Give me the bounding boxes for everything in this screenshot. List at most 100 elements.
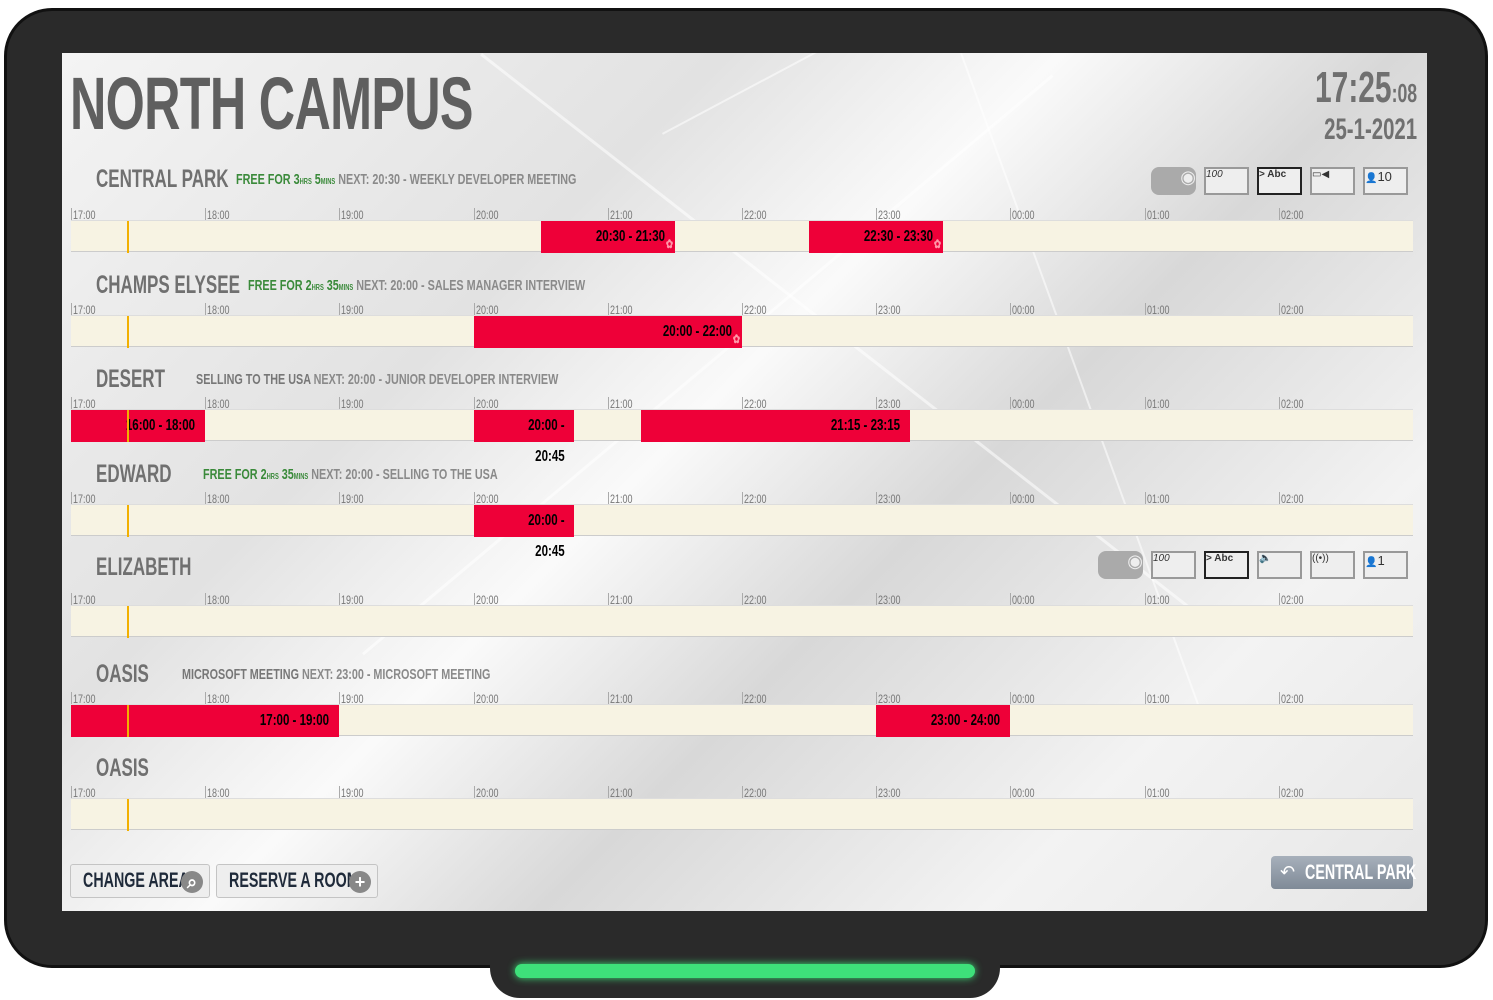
page-title: NORTH CAMPUS bbox=[70, 62, 473, 145]
hour-tick: 23:00 bbox=[876, 786, 908, 800]
room-timeline[interactable] bbox=[71, 605, 1413, 638]
hour-tick: 19:00 bbox=[339, 397, 371, 411]
room-row[interactable]: DESERT SELLING TO THE USA NEXT: 20:00 - J… bbox=[71, 365, 1413, 465]
hour-tick: 00:00 bbox=[1010, 208, 1042, 222]
speaker-icon: 🔈 bbox=[1257, 551, 1302, 579]
video-camera-icon: ▭◀ bbox=[1310, 167, 1355, 195]
room-timeline[interactable]: 17:00 - 19:00 23:00 - 24:00 bbox=[71, 704, 1413, 737]
whiteboard-icon: 100 bbox=[1204, 167, 1249, 195]
hour-tick: 17:00 bbox=[71, 786, 103, 800]
booking-block[interactable]: 20:30 - 21:30 ✿ bbox=[540, 221, 675, 253]
next-meeting: NEXT: 20:00 - SELLING TO THE USA bbox=[311, 466, 498, 483]
hour-tick: 23:00 bbox=[876, 492, 908, 506]
time-axis: 17:00 18:00 19:00 20:00 21:00 22:00 23:00 00:00… bbox=[71, 303, 1413, 317]
room-row[interactable]: OASIS 17:00 18:00 19:00 20:00 21:00 22:00 23:00… bbox=[71, 754, 1413, 854]
flower-icon: ✿ bbox=[934, 237, 942, 251]
back-arrow-icon: ↶ bbox=[1280, 862, 1296, 882]
hour-tick: 21:00 bbox=[607, 397, 640, 411]
hour-tick: 20:00 bbox=[473, 786, 506, 800]
hour-tick: 02:00 bbox=[1278, 593, 1311, 607]
hour-tick: 22:00 bbox=[742, 692, 774, 706]
display-icon: > Abc bbox=[1257, 167, 1302, 195]
hour-tick: 20:00 bbox=[473, 397, 506, 411]
hour-tick: 19:00 bbox=[339, 208, 371, 222]
free-duration: FREE FOR 2HRS 35MINS bbox=[203, 466, 309, 483]
room-row[interactable]: CENTRAL PARK FREE FOR 3HRS 5MINS NEXT: 20… bbox=[71, 165, 1413, 265]
room-timeline[interactable]: 20:30 - 21:30 ✿ 22:30 - 23:30 ✿ bbox=[71, 220, 1413, 253]
hour-tick: 23:00 bbox=[876, 397, 908, 411]
hour-tick: 21:00 bbox=[607, 303, 640, 317]
hour-tick: 02:00 bbox=[1278, 303, 1311, 317]
time-axis: 17:00 18:00 19:00 20:00 21:00 22:00 23:00 00:00… bbox=[71, 786, 1413, 800]
time-axis: 17:00 18:00 19:00 20:00 21:00 22:00 23:00 00:00… bbox=[71, 492, 1413, 506]
room-name: CHAMPS ELYSEE bbox=[96, 271, 240, 299]
booking-block[interactable]: 17:00 - 19:00 bbox=[71, 705, 340, 737]
room-name: DESERT bbox=[96, 365, 165, 393]
hour-tick: 18:00 bbox=[205, 397, 237, 411]
change-area-button[interactable]: CHANGE AREA ⌕ bbox=[70, 864, 210, 898]
current-time-marker bbox=[126, 705, 129, 737]
time-axis: 17:00 18:00 19:00 20:00 21:00 22:00 23:00 00:00… bbox=[71, 397, 1413, 411]
current-time-marker bbox=[126, 799, 129, 831]
reserve-room-button[interactable]: RESERVE A ROOM + bbox=[216, 864, 378, 898]
facility-icons: ◉ 100 > Abc 🔈 ((•)) 👤1 bbox=[1098, 551, 1408, 579]
booking-block[interactable]: 23:00 - 24:00 bbox=[876, 705, 1011, 737]
hour-tick: 01:00 bbox=[1144, 303, 1177, 317]
room-name: OASIS bbox=[96, 660, 149, 688]
room-timeline[interactable]: 20:00 - 20:45 bbox=[71, 504, 1413, 560]
booking-block[interactable]: 20:00 - 20:45 bbox=[473, 505, 575, 560]
facility-icons: ◉ 100 > Abc ▭◀ 👤10 bbox=[1151, 167, 1408, 195]
booking-block[interactable]: 20:00 - 22:00 ✿ bbox=[473, 316, 742, 348]
hour-tick: 01:00 bbox=[1144, 492, 1177, 506]
room-row[interactable]: OASIS MICROSOFT MEETING NEXT: 23:00 - MIC… bbox=[71, 660, 1413, 760]
room-timeline[interactable]: 16:00 - 18:00 20:00 - 20:45 21:15 - 23:15 bbox=[71, 409, 1413, 465]
capacity-icon: 👤1 bbox=[1363, 551, 1408, 579]
hour-tick: 22:00 bbox=[742, 593, 774, 607]
hour-tick: 17:00 bbox=[71, 692, 103, 706]
hour-tick: 02:00 bbox=[1278, 208, 1311, 222]
room-timeline[interactable] bbox=[71, 798, 1413, 831]
room-row[interactable]: EDWARD FREE FOR 2HRS 35MINS NEXT: 20:00 -… bbox=[71, 460, 1413, 560]
current-room-button[interactable]: ↶ CENTRAL PARK bbox=[1271, 856, 1416, 889]
hour-tick: 00:00 bbox=[1010, 593, 1042, 607]
hour-tick: 22:00 bbox=[742, 303, 774, 317]
current-meeting: MICROSOFT MEETING bbox=[182, 666, 299, 683]
hour-tick: 18:00 bbox=[205, 593, 237, 607]
hour-tick: 01:00 bbox=[1144, 397, 1177, 411]
current-meeting: SELLING TO THE USA bbox=[196, 371, 311, 388]
room-timeline[interactable]: 20:00 - 22:00 ✿ bbox=[71, 315, 1413, 348]
booking-block[interactable]: 21:15 - 23:15 bbox=[641, 410, 910, 442]
time-axis: 17:00 18:00 19:00 20:00 21:00 22:00 23:00 00:00… bbox=[71, 692, 1413, 706]
current-time-marker bbox=[126, 410, 129, 442]
hour-tick: 18:00 bbox=[205, 492, 237, 506]
flower-icon: ✿ bbox=[665, 237, 673, 251]
hour-tick: 22:00 bbox=[742, 397, 774, 411]
hour-tick: 19:00 bbox=[339, 492, 371, 506]
display-icon: > Abc bbox=[1204, 551, 1249, 579]
hour-tick: 18:00 bbox=[205, 208, 237, 222]
hour-tick: 21:00 bbox=[607, 692, 640, 706]
room-info: MICROSOFT MEETING NEXT: 23:00 - MICROSOF… bbox=[182, 666, 610, 683]
hour-tick: 01:00 bbox=[1144, 692, 1177, 706]
hour-tick: 20:00 bbox=[473, 492, 506, 506]
screen: NORTH CAMPUS 17:25:08 25-1-2021 CENTRAL … bbox=[62, 53, 1427, 911]
hour-tick: 00:00 bbox=[1010, 303, 1042, 317]
booking-block[interactable]: 20:00 - 20:45 bbox=[473, 410, 575, 465]
hour-tick: 21:00 bbox=[607, 208, 640, 222]
booking-block[interactable]: 16:00 - 18:00 bbox=[71, 410, 206, 442]
wifi-icon: ((•)) bbox=[1310, 551, 1355, 579]
hour-tick: 00:00 bbox=[1010, 692, 1042, 706]
next-meeting: NEXT: 20:00 - SALES MANAGER INTERVIEW bbox=[356, 277, 586, 294]
room-info: SELLING TO THE USA NEXT: 20:00 - JUNIOR … bbox=[196, 371, 699, 388]
booking-block[interactable]: 22:30 - 23:30 ✿ bbox=[809, 221, 944, 253]
room-row[interactable]: CHAMPS ELYSEE FREE FOR 2HRS 35MINS NEXT: … bbox=[71, 271, 1413, 371]
hour-tick: 22:00 bbox=[742, 786, 774, 800]
time-axis: 17:00 18:00 19:00 20:00 21:00 22:00 23:00 00:00… bbox=[71, 593, 1413, 607]
hour-tick: 01:00 bbox=[1144, 593, 1177, 607]
room-row[interactable]: ELIZABETH ◉ 100 > Abc 🔈 ((•)) 👤1 17:00 18:00 19:0… bbox=[71, 551, 1413, 653]
hour-tick: 19:00 bbox=[339, 303, 371, 317]
hour-tick: 22:00 bbox=[742, 492, 774, 506]
hour-tick: 19:00 bbox=[339, 593, 371, 607]
hour-tick: 20:00 bbox=[473, 593, 506, 607]
search-icon: ⌕ bbox=[181, 871, 203, 893]
